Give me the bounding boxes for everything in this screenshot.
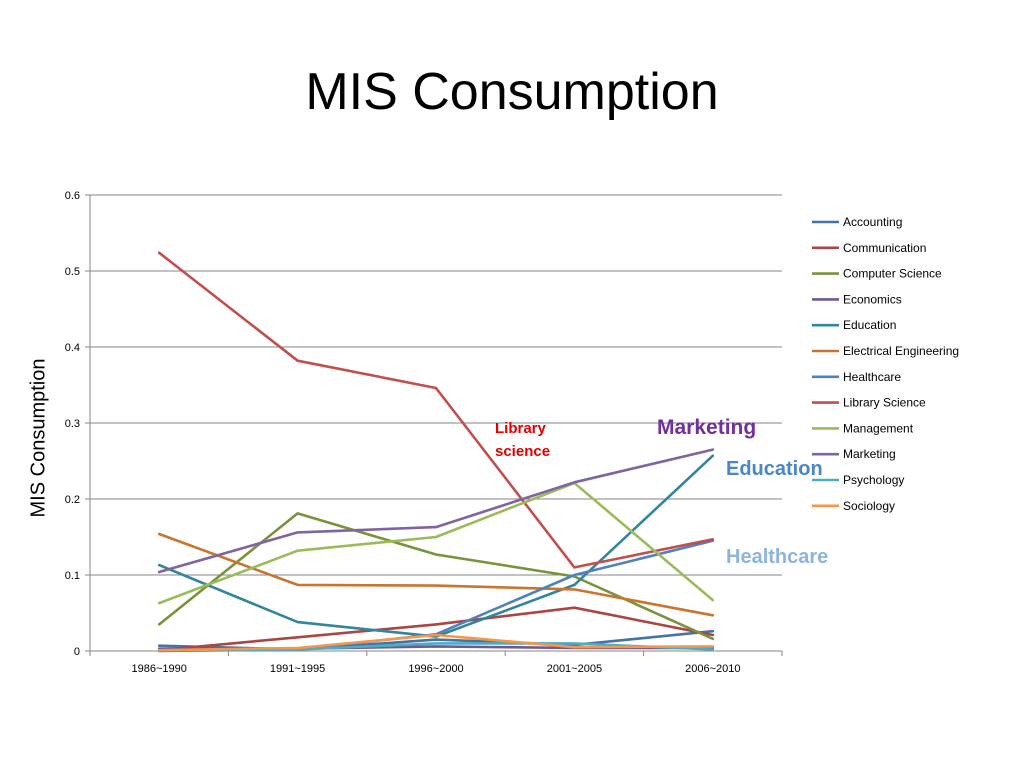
legend-label-psychology: Psychology xyxy=(843,473,904,487)
y-tick-label: 0.2 xyxy=(65,494,80,506)
x-tick-label: 1996~2000 xyxy=(408,663,463,675)
legend-label-communication: Communication xyxy=(843,241,926,255)
x-tick-label: 1986~1990 xyxy=(132,663,187,675)
legend-label-computer-science: Computer Science xyxy=(843,267,942,281)
series-line-education xyxy=(157,454,715,638)
legend: Accounting Communication Computer Science E… xyxy=(812,215,959,513)
y-tick-label: 0.3 xyxy=(65,418,80,430)
legend-label-economics: Economics xyxy=(843,292,902,306)
y-tick-label: 0.6 xyxy=(65,190,80,202)
series-line-management xyxy=(157,481,715,605)
legend-label-education: Education xyxy=(843,318,896,332)
y-tick-label: 0.1 xyxy=(65,570,80,582)
legend-label-sociology: Sociology xyxy=(843,499,895,513)
x-tick-label: 2001~2005 xyxy=(547,663,602,675)
series-line-communication xyxy=(157,606,715,652)
annotation-healthcare: Healthcare xyxy=(726,546,828,568)
legend-label-healthcare: Healthcare xyxy=(843,370,901,384)
annotation-marketing: Marketing xyxy=(657,416,756,439)
slide-title: MIS Consumption xyxy=(305,63,719,121)
y-tick-label: 0.4 xyxy=(65,342,80,354)
annotation-education: Education xyxy=(726,458,823,480)
y-tick-label: 0 xyxy=(74,646,80,658)
annotations: Library science Marketing Education Healthca… xyxy=(495,416,828,568)
y-tick-label: 0.5 xyxy=(65,266,80,278)
legend-label-electrical-engineering: Electrical Engineering xyxy=(843,344,959,358)
legend-label-management: Management xyxy=(843,421,914,435)
x-tick-label: 1991~1995 xyxy=(270,663,325,675)
annotation-library-science: Library xyxy=(495,420,547,437)
series-line-sociology xyxy=(157,633,715,652)
x-tick-label: 2006~2010 xyxy=(685,663,740,675)
series-line-marketing xyxy=(157,448,715,574)
legend-label-marketing: Marketing xyxy=(843,447,896,461)
series-lines xyxy=(157,251,715,653)
axes: 0 0.1 0.2 0.3 0.4 0.5 0.6 1986~1990 1991~1995 199… xyxy=(65,190,783,675)
legend-label-accounting: Accounting xyxy=(843,215,902,229)
series-line-library-science xyxy=(157,251,715,569)
legend-label-library-science: Library Science xyxy=(843,396,926,410)
annotation-library-science: science xyxy=(495,443,550,460)
gridlines xyxy=(90,194,782,576)
